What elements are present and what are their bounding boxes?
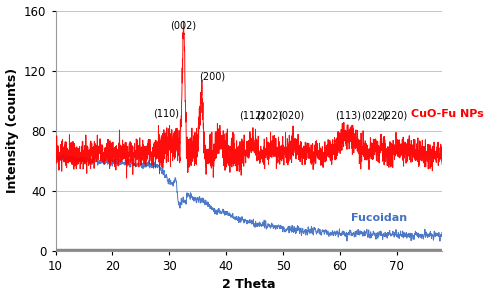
X-axis label: 2 Theta: 2 Theta	[222, 279, 276, 291]
Y-axis label: Intensity (counts): Intensity (counts)	[5, 68, 19, 193]
Text: Fucoidan: Fucoidan	[351, 213, 408, 223]
Text: (113): (113)	[336, 110, 362, 120]
Bar	[55, 249, 442, 263]
Text: (202): (202)	[256, 110, 282, 120]
Text: (002): (002)	[171, 20, 196, 30]
Text: (020): (020)	[279, 110, 305, 120]
Text: (220): (220)	[381, 110, 407, 120]
Text: (112): (112)	[239, 110, 265, 120]
Text: CuO-Fu NPs: CuO-Fu NPs	[411, 109, 484, 119]
Text: (200): (200)	[199, 71, 225, 81]
Text: (022): (022)	[361, 110, 387, 120]
Text: (110): (110)	[153, 109, 179, 119]
